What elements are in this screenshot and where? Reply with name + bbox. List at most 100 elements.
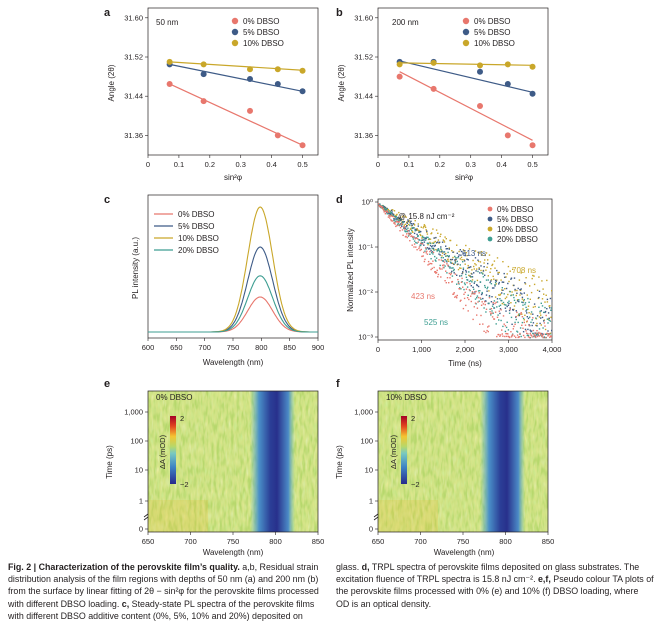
y-tick-label: 10⁰ [362, 198, 373, 207]
decay-point [497, 271, 499, 274]
decay-point [495, 323, 497, 325]
decay-point [473, 292, 475, 295]
x-tick-label: 0.5 [527, 160, 537, 169]
decay-point [529, 332, 531, 335]
decay-point [549, 332, 552, 334]
decay-point [546, 308, 548, 310]
decay-point [437, 239, 440, 241]
decay-point [463, 282, 466, 284]
decay-point [490, 312, 492, 315]
decay-point [429, 262, 432, 265]
decay-point [438, 253, 440, 255]
decay-point [496, 301, 499, 303]
decay-point [480, 293, 483, 296]
decay-point [459, 300, 461, 302]
decay-point [427, 242, 430, 245]
y-ticks-d: 10⁰ 10⁻¹ 10⁻² 10⁻³ [358, 198, 378, 342]
decay-point [440, 233, 442, 235]
decay-point [413, 224, 416, 226]
decay-point [516, 334, 519, 336]
decay-point [482, 273, 484, 275]
series-b [396, 58, 536, 149]
decay-series-0 [378, 203, 552, 339]
decay-point [519, 294, 521, 296]
decay-point [505, 296, 508, 298]
decay-point [505, 287, 508, 290]
decay-point [489, 311, 491, 313]
decay-point [424, 250, 426, 252]
data-point-b-1-4 [529, 90, 536, 97]
decay-point [493, 307, 495, 309]
decay-point [413, 240, 416, 242]
decay-point [396, 217, 398, 220]
decay-point [499, 335, 501, 337]
decay-point [439, 264, 441, 267]
decay-point [431, 247, 433, 250]
decay-point [435, 236, 437, 239]
decay-point [454, 262, 457, 264]
decay-point [540, 332, 542, 335]
decay-point [420, 248, 422, 251]
x-tick-label: 2,000 [456, 345, 475, 354]
decay-point [536, 330, 538, 332]
decay-point [473, 272, 475, 274]
decay-point [526, 316, 528, 318]
decay-point [466, 279, 468, 281]
decay-point [429, 242, 432, 245]
decay-point [445, 238, 447, 240]
decay-point [412, 231, 414, 233]
decay-point [540, 324, 542, 326]
decay-point [516, 311, 518, 314]
decay-point [429, 250, 431, 253]
y-tick-label: 31.60 [354, 13, 373, 22]
decay-point [465, 252, 468, 254]
decay-point [400, 218, 402, 221]
decay-point [426, 236, 428, 238]
decay-point [459, 264, 461, 266]
decay-point [546, 332, 549, 335]
decay-point [412, 238, 415, 240]
decay-point [498, 310, 500, 312]
decay-point [456, 294, 458, 297]
decay-point [438, 249, 440, 251]
decay-point [509, 270, 511, 272]
caption-text-c: Steady-state PL spectra of the perovskit… [8, 598, 315, 621]
decay-point [406, 233, 408, 235]
decay-point [488, 296, 491, 298]
decay-point [473, 306, 475, 308]
caption-title: Characterization of the perovskite film’… [38, 562, 240, 572]
decay-point [434, 240, 436, 243]
decay-point [523, 321, 525, 324]
decay-point [421, 237, 423, 239]
decay-point [520, 272, 522, 274]
decay-point [538, 306, 540, 308]
data-point-b-1-3 [504, 80, 511, 87]
decay-point [431, 251, 433, 253]
decay-point [551, 329, 552, 332]
decay-point [420, 239, 422, 242]
decay-point [405, 216, 407, 218]
decay-point [522, 334, 525, 337]
decay-point [507, 265, 510, 268]
decay-point [545, 294, 547, 296]
decay-point [398, 224, 400, 226]
decay-point [393, 222, 396, 224]
decay-point [524, 302, 527, 304]
x-tick-label: 750 [227, 343, 240, 352]
decay-point [425, 252, 427, 254]
x-axis-label-f: Wavelength (nm) [434, 548, 495, 557]
decay-point [524, 303, 526, 306]
decay-point [506, 273, 508, 275]
decay-point [516, 300, 519, 302]
legend-label-a-0: 0% DBSO [243, 17, 279, 26]
decay-point [431, 245, 433, 248]
decay-point [412, 223, 415, 225]
decay-point [517, 314, 519, 317]
decay-point [492, 301, 494, 304]
decay-point [476, 307, 479, 309]
decay-point [534, 332, 536, 334]
decay-point [542, 336, 544, 339]
decay-point [443, 240, 445, 242]
decay-point [464, 254, 466, 257]
